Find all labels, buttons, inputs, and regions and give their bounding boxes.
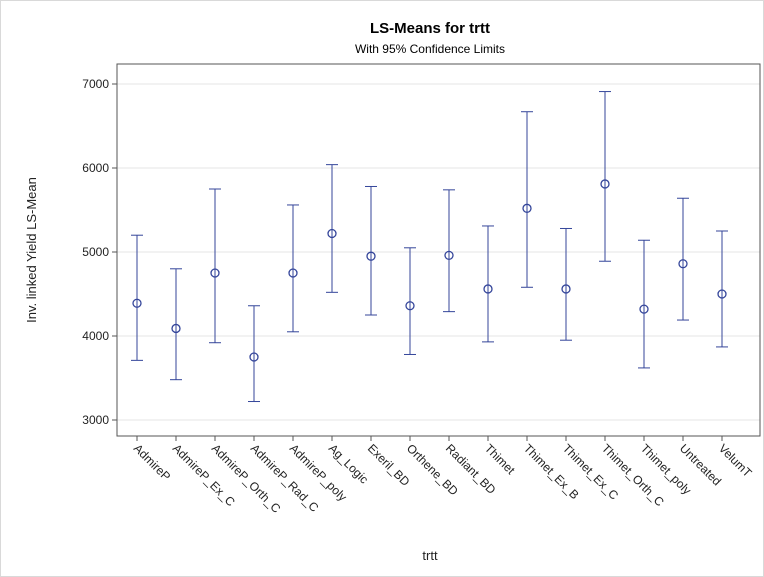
y-tick-label: 5000 (82, 245, 109, 259)
ls-mean-point (522, 203, 532, 213)
ls-mean-point (210, 268, 220, 278)
error-bar-Thimet_poly (638, 239, 650, 369)
y-tick-label: 4000 (82, 329, 109, 343)
y-axis: 3000 4000 5000 6000 7000 (82, 77, 117, 427)
error-bar-Thimet (482, 225, 494, 343)
error-bar-Thimet_Ex_B (521, 111, 533, 288)
error-bar-AdmireP_poly (287, 204, 299, 333)
y-tick-label: 6000 (82, 161, 109, 175)
error-bar-Untreated (677, 197, 689, 321)
ls-mean-point (483, 284, 493, 294)
chart-subtitle: With 95% Confidence Limits (355, 42, 505, 56)
y-tick-label: 3000 (82, 413, 109, 427)
error-bar-Orthene_BD (404, 247, 416, 355)
error-bar-AdmireP_Ex_C (170, 268, 182, 381)
y-axis-label: Inv. linked Yield LS-Mean (24, 177, 39, 323)
grid-lines (117, 83, 760, 421)
error-bar-AdmireP (131, 234, 143, 361)
ls-mean-point (132, 298, 142, 308)
error-bar-Thimet_Orth_C (599, 91, 611, 262)
x-tick-label: Thimet (482, 441, 518, 477)
error-bar-VelumT (716, 230, 728, 348)
ls-mean-point (249, 352, 259, 362)
plot-area-border (116, 63, 761, 437)
ls-mean-point (717, 289, 727, 299)
error-bar-AdmireP_Rad_C (248, 305, 260, 403)
ls-mean-point (600, 179, 610, 189)
x-axis-label: trtt (422, 548, 438, 563)
error-bar-Exeril_BD (365, 185, 377, 316)
x-tick-label: AdmireP_Rad_C (248, 441, 322, 515)
x-axis: AdmirePAdmireP_Ex_CAdmireP_Orth_CAdmireP… (131, 436, 755, 516)
error-bar-Thimet_Ex_C (560, 227, 572, 341)
x-tick-label: VelumT (716, 441, 755, 480)
ls-mean-point (366, 251, 376, 261)
x-tick-label: AdmireP (131, 441, 173, 483)
x-tick-label: AdmireP_Orth_C (209, 441, 284, 516)
error-bar-AdmireP_Orth_C (209, 188, 221, 344)
y-tick-label: 7000 (82, 77, 109, 91)
ls-mean-point (444, 250, 454, 261)
ls-mean-point (171, 323, 181, 334)
ls-mean-point (405, 301, 415, 311)
error-bar-Ag_Logic (326, 164, 338, 293)
chart-title: LS-Means for trtt (370, 20, 490, 37)
ls-mean-point (639, 304, 649, 314)
data-marks (131, 91, 728, 403)
ls-mean-point (561, 284, 571, 294)
ls-mean-point (288, 268, 298, 278)
ls-mean-point (327, 228, 337, 239)
ls-mean-point (678, 259, 688, 269)
error-bar-Radiant_BD (443, 189, 455, 313)
